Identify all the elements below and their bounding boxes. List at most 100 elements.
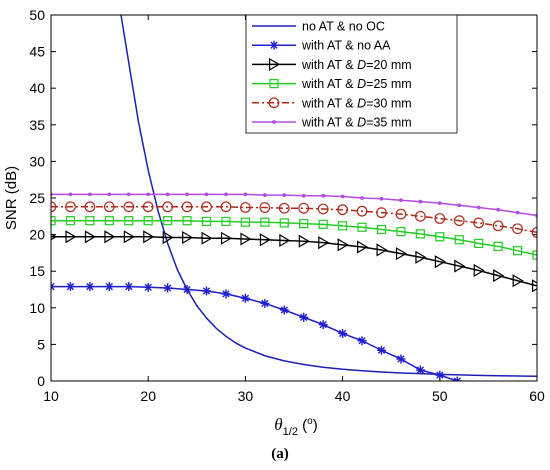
y-tick-label: 15: [29, 263, 45, 279]
series-point: [182, 216, 192, 226]
series-point: [399, 198, 403, 203]
series-point: [240, 217, 250, 227]
series-point: [221, 289, 231, 299]
series-point: [452, 376, 462, 381]
series-point: [104, 230, 116, 244]
series-point: [163, 283, 173, 293]
series-point: [338, 328, 348, 338]
series-point: [493, 269, 505, 283]
series-point: [240, 293, 250, 303]
series-point: [87, 192, 92, 197]
legend-item: with AT & D=25 mm: [252, 77, 412, 91]
series-point: [123, 201, 135, 213]
series-5: [51, 192, 537, 218]
series-point: [396, 354, 406, 364]
series-point: [123, 230, 135, 244]
series-point: [337, 204, 349, 216]
legend-swatch-marker: [269, 40, 279, 50]
legend-label: with AT & no AA: [301, 39, 391, 53]
series-point: [124, 216, 134, 226]
series-point: [415, 229, 425, 239]
series-point: [146, 192, 151, 197]
series-point: [496, 207, 501, 212]
series-point: [395, 247, 408, 261]
series-point: [182, 285, 192, 294]
series-point: [202, 286, 212, 296]
series-point: [104, 216, 114, 226]
series-point: [531, 279, 537, 293]
x-axis-label-open: (: [298, 417, 307, 434]
series-point: [376, 345, 386, 355]
series-point: [84, 201, 96, 213]
x-tick-label: 40: [335, 388, 351, 404]
series-point: [376, 243, 388, 257]
legend-item: with AT & D=20 mm: [252, 57, 412, 72]
x-tick-label: 50: [432, 388, 448, 404]
y-tick-label: 30: [29, 153, 45, 169]
series-point: [260, 298, 270, 308]
series-point: [84, 230, 97, 244]
y-tick-label: 35: [29, 117, 45, 133]
x-tick-label: 20: [140, 388, 156, 404]
y-tick-label: 5: [37, 336, 45, 352]
series-point: [162, 201, 174, 213]
legend-swatch-marker: [269, 78, 279, 89]
x-tick-label: 30: [238, 388, 254, 404]
series-point: [103, 201, 115, 213]
figure-caption: (a): [271, 446, 289, 462]
series-point: [434, 255, 446, 269]
series-point: [453, 215, 465, 227]
series-point: [435, 232, 445, 242]
series-point: [279, 233, 291, 248]
series-point: [124, 282, 134, 292]
series-layer: [51, 15, 537, 381]
series-point: [437, 201, 442, 206]
series-point: [298, 202, 310, 214]
x-axis-label-sub: 1/2: [283, 426, 298, 438]
series-point: [299, 312, 309, 322]
series-point: [298, 234, 310, 248]
legend-box: [245, 14, 458, 134]
series-point: [65, 282, 75, 292]
y-tick-label: 40: [29, 80, 45, 96]
series-line: [51, 285, 458, 381]
series-point: [201, 231, 213, 245]
series-point: [474, 238, 484, 248]
y-tick-label: 45: [29, 44, 45, 60]
series-point: [434, 213, 446, 224]
series-point: [318, 219, 328, 229]
series-point: [65, 216, 76, 226]
series-point: [321, 193, 326, 198]
series-point: [143, 216, 153, 226]
legend-label: no AT & no OC: [302, 20, 385, 34]
legend-label: with AT & D=35 mm: [301, 116, 412, 130]
series-point: [531, 227, 537, 238]
series-point: [65, 201, 76, 213]
series-point: [126, 192, 131, 197]
series-point: [301, 193, 306, 198]
series-point: [512, 274, 524, 288]
series-point: [143, 230, 155, 244]
series-point: [279, 305, 289, 315]
series-point: [395, 208, 407, 220]
series-point: [357, 222, 367, 232]
series-point: [51, 216, 56, 226]
series-4: [51, 201, 537, 238]
series-point: [376, 224, 387, 235]
series-point: [473, 263, 485, 278]
series-point: [201, 201, 212, 213]
y-tick-label: 50: [29, 7, 45, 23]
x-tick-label: 10: [43, 388, 59, 404]
series-point: [532, 250, 537, 260]
series-point: [85, 282, 95, 292]
x-tick-label: 60: [529, 388, 545, 404]
series-point: [512, 223, 523, 235]
series-point: [220, 201, 232, 213]
legend-swatch-marker: [269, 57, 281, 71]
series-point: [165, 192, 170, 197]
series-point: [337, 238, 349, 252]
series-point: [515, 210, 520, 215]
legend-item: with AT & D=35 mm: [252, 116, 412, 130]
y-axis-label: SNR (dB): [3, 166, 20, 230]
